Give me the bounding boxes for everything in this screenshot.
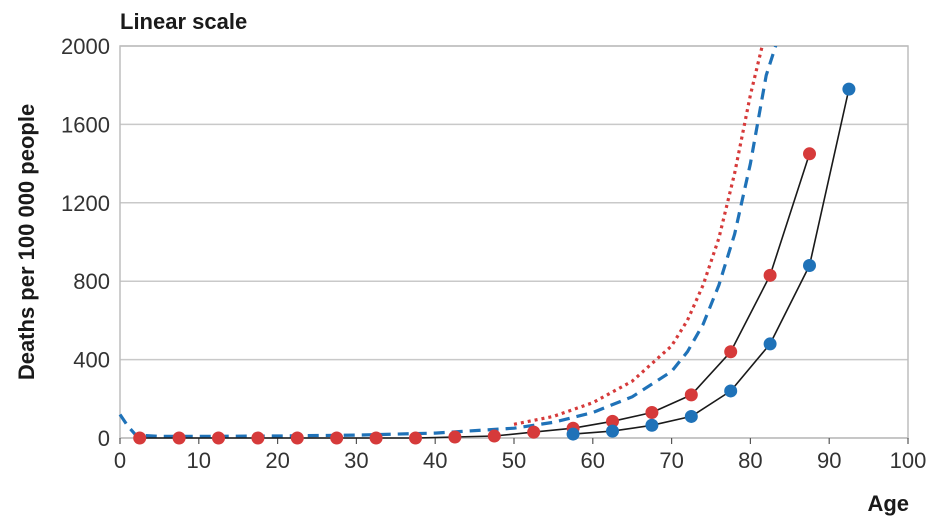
x-tick-label: 40: [423, 448, 447, 473]
data-point: [606, 424, 619, 438]
data-point: [645, 406, 659, 420]
series-line-solid: [139, 153, 811, 439]
y-tick-label: 400: [73, 348, 110, 373]
data-point: [763, 337, 777, 351]
data-point: [251, 431, 265, 445]
series-markers: [133, 82, 856, 445]
data-point: [763, 268, 777, 282]
x-tick-label: 70: [659, 448, 683, 473]
data-point: [842, 82, 856, 96]
data-point: [172, 431, 186, 445]
series-line-dashed: [118, 46, 778, 438]
y-tick-label: 0: [98, 426, 110, 451]
x-tick-label: 20: [265, 448, 289, 473]
data-point: [606, 414, 619, 428]
data-point: [803, 259, 816, 273]
y-tick-label: 1200: [61, 191, 110, 216]
data-point: [684, 409, 698, 423]
y-tick-label: 1600: [61, 112, 110, 137]
y-axis-label: Deaths per 100 000 people: [14, 104, 39, 380]
data-point: [409, 431, 422, 445]
data-point: [803, 147, 816, 161]
series-line-solid: [573, 88, 850, 435]
x-tick-label: 60: [581, 448, 605, 473]
data-point: [724, 345, 738, 359]
data-point: [212, 431, 225, 445]
data-point: [527, 425, 541, 439]
data-point: [645, 418, 659, 432]
x-tick-label: 10: [187, 448, 211, 473]
x-tick-label: 100: [890, 448, 927, 473]
data-point: [133, 431, 147, 445]
x-tick-label: 50: [502, 448, 526, 473]
tick-labels: 0 400 800 1200 1600 2000 0 10 20 30 40 50 60 70 80 90 10…: [61, 34, 926, 473]
grid: [120, 45, 908, 439]
series-line-dotted: [513, 46, 764, 426]
x-tick-label: 0: [114, 448, 126, 473]
chart-title: Linear scale: [120, 9, 247, 34]
data-point: [487, 429, 501, 443]
data-point: [566, 427, 580, 441]
x-tick-label: 80: [738, 448, 762, 473]
data-point: [330, 431, 344, 445]
data-point: [724, 384, 738, 398]
data-point: [684, 388, 698, 402]
x-axis-label: Age: [867, 491, 909, 516]
plot-frame: [119, 45, 909, 439]
x-tick-label: 90: [817, 448, 841, 473]
data-point: [448, 430, 462, 444]
y-tick-label: 800: [73, 269, 110, 294]
data-point: [290, 431, 304, 445]
x-tick-label: 30: [344, 448, 368, 473]
data-point: [369, 431, 383, 445]
series-lines: [118, 46, 850, 439]
y-tick-label: 2000: [61, 34, 110, 59]
